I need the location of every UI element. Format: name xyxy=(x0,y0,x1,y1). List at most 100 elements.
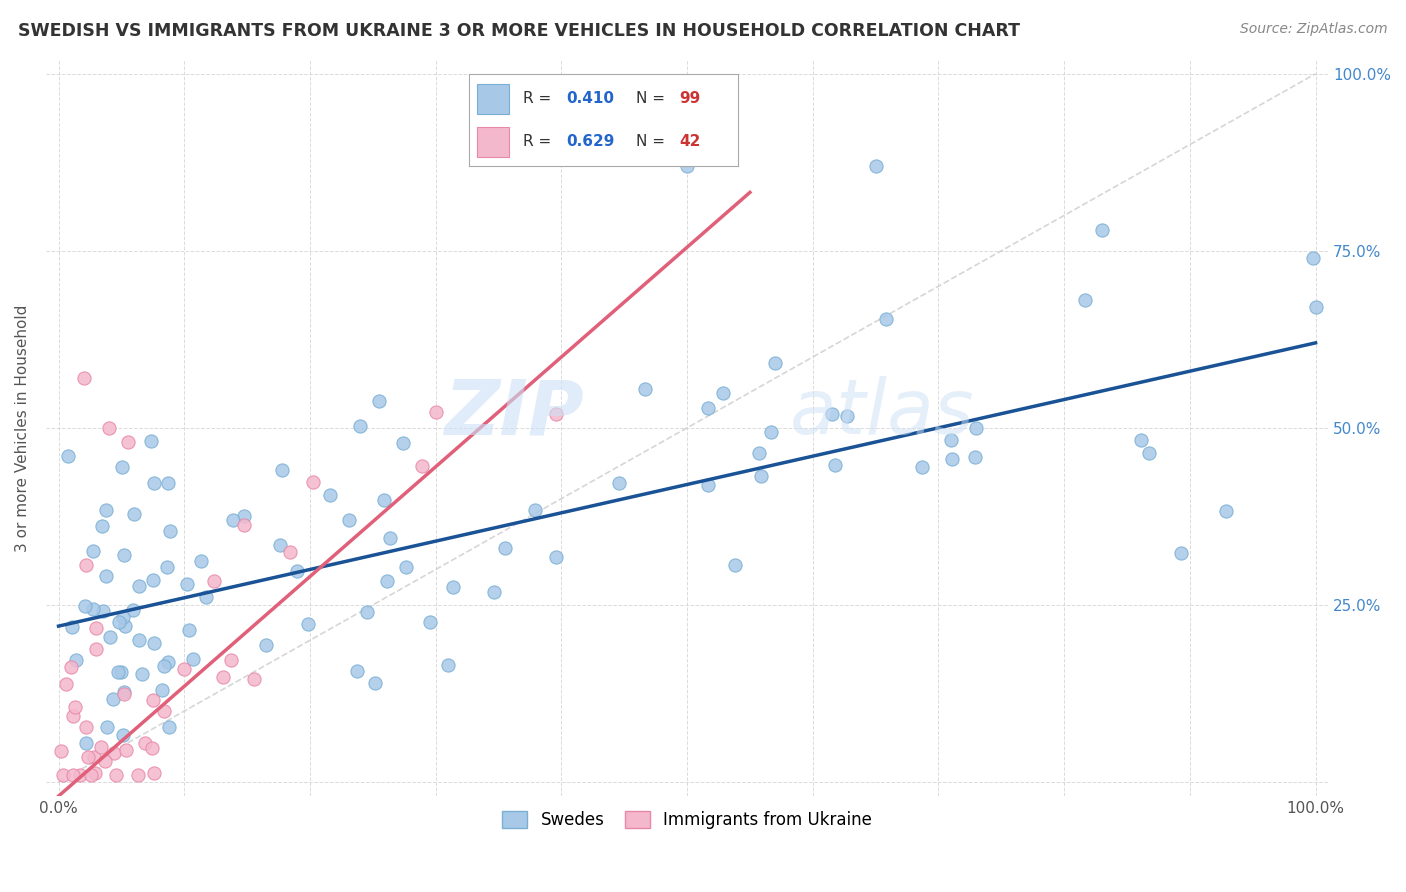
Point xyxy=(285,564,308,578)
Point xyxy=(233,508,256,523)
Point xyxy=(65,653,87,667)
Point xyxy=(941,434,963,448)
Point xyxy=(112,684,135,698)
Point xyxy=(392,436,415,450)
Point xyxy=(219,653,242,667)
Text: atlas: atlas xyxy=(790,376,974,450)
Point xyxy=(83,766,105,780)
Point xyxy=(112,687,135,701)
Point xyxy=(364,676,387,690)
Point xyxy=(94,568,117,582)
Point xyxy=(696,477,718,491)
Point xyxy=(202,574,225,588)
Point xyxy=(63,699,86,714)
Text: ZIP: ZIP xyxy=(444,376,585,450)
Point xyxy=(143,475,166,490)
Point xyxy=(80,768,103,782)
Point xyxy=(56,449,79,463)
Point xyxy=(111,460,134,475)
Point xyxy=(763,356,786,370)
Point xyxy=(441,580,464,594)
Y-axis label: 3 or more Vehicles in Household: 3 or more Vehicles in Household xyxy=(15,304,30,551)
Point xyxy=(122,507,145,521)
Point xyxy=(181,652,204,666)
Point xyxy=(107,665,129,680)
Point xyxy=(1170,546,1192,560)
Point xyxy=(159,524,181,538)
Point xyxy=(75,558,97,573)
Point xyxy=(437,658,460,673)
Point xyxy=(139,434,162,449)
Point xyxy=(128,632,150,647)
Point xyxy=(156,476,179,491)
Point xyxy=(156,560,179,574)
Point xyxy=(911,459,934,474)
Point xyxy=(749,468,772,483)
Point xyxy=(111,728,134,742)
Point xyxy=(90,519,112,533)
Legend: Swedes, Immigrants from Ukraine: Swedes, Immigrants from Ukraine xyxy=(496,804,879,836)
Point xyxy=(494,541,516,555)
Point xyxy=(212,670,235,684)
Point xyxy=(546,407,568,421)
Point xyxy=(1091,222,1114,236)
Point xyxy=(152,659,174,673)
Point xyxy=(82,602,104,616)
Point xyxy=(546,549,568,564)
Point xyxy=(356,605,378,619)
Point xyxy=(367,394,389,409)
Point xyxy=(484,584,506,599)
Point xyxy=(73,371,96,385)
Point xyxy=(724,558,747,573)
Point xyxy=(142,636,165,650)
Point xyxy=(75,736,97,750)
Point xyxy=(280,545,302,559)
Point xyxy=(375,574,398,588)
Point xyxy=(865,159,887,173)
Point xyxy=(190,553,212,567)
Point xyxy=(75,721,97,735)
Point xyxy=(150,683,173,698)
Point xyxy=(115,743,138,757)
Point xyxy=(337,513,360,527)
Point xyxy=(748,446,770,460)
Point xyxy=(419,615,441,629)
Point xyxy=(697,401,720,416)
Point xyxy=(269,537,291,551)
Point xyxy=(173,662,195,676)
Point xyxy=(101,692,124,706)
Point xyxy=(156,655,179,669)
Point xyxy=(52,768,75,782)
Point xyxy=(69,768,91,782)
Point xyxy=(676,159,699,173)
Point xyxy=(395,560,418,574)
Point xyxy=(634,382,657,396)
Point xyxy=(107,615,129,629)
Point xyxy=(1305,301,1327,315)
Point xyxy=(142,693,165,707)
Point xyxy=(86,642,108,657)
Point xyxy=(941,452,963,467)
Point xyxy=(1074,293,1097,308)
Point xyxy=(59,660,82,674)
Point xyxy=(128,579,150,593)
Point xyxy=(179,624,201,638)
Point xyxy=(1215,504,1237,518)
Point xyxy=(965,421,987,435)
Point xyxy=(77,749,100,764)
Point xyxy=(254,638,277,652)
Point xyxy=(243,673,266,687)
Point xyxy=(104,768,127,782)
Point xyxy=(349,419,371,434)
Point xyxy=(55,677,77,691)
Point xyxy=(297,617,319,632)
Point xyxy=(837,409,859,423)
Point xyxy=(97,421,120,435)
Point xyxy=(965,450,987,465)
Text: SWEDISH VS IMMIGRANTS FROM UKRAINE 3 OR MORE VEHICLES IN HOUSEHOLD CORRELATION C: SWEDISH VS IMMIGRANTS FROM UKRAINE 3 OR … xyxy=(18,22,1021,40)
Point xyxy=(346,664,368,678)
Point xyxy=(222,513,245,527)
Point xyxy=(112,548,135,562)
Point xyxy=(373,492,395,507)
Point xyxy=(111,610,134,624)
